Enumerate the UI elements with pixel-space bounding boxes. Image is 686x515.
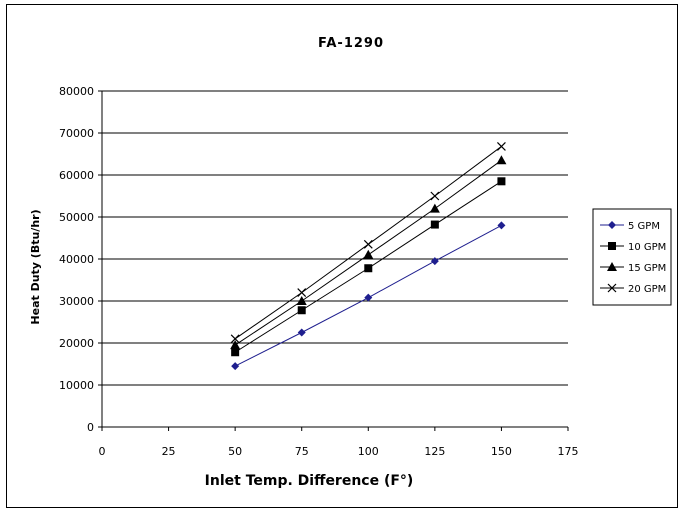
line-chart: FA-1290 0 25 50 75 100 125 150 175 0 10000 20000 3… (29, 36, 672, 489)
chart-title: FA-1290 (318, 36, 384, 51)
legend-label: 10 GPM (628, 242, 666, 253)
series-point (497, 142, 506, 151)
y-tick-label: 50000 (59, 211, 94, 224)
legend-marker (607, 283, 617, 293)
y-tick-label: 80000 (59, 85, 94, 98)
y-tick-label: 0 (87, 421, 94, 434)
y-tick-label: 40000 (59, 253, 94, 266)
legend-label: 5 GPM (628, 221, 660, 232)
series-point (363, 249, 374, 259)
x-tick-label: 50 (228, 445, 242, 458)
legend-marker (608, 242, 616, 250)
legend: 5 GPM 10 GPM 15 GPM 20 GPM (592, 208, 672, 306)
series-point (297, 288, 307, 298)
x-tick-label: 125 (424, 445, 445, 458)
x-tick-label: 100 (358, 445, 379, 458)
plot-series (230, 142, 507, 371)
series-point (364, 264, 373, 273)
series-point (297, 328, 306, 337)
x-tick-label: 25 (162, 445, 176, 458)
y-axis-ticks: 0 10000 20000 30000 40000 50000 60000 70000 8000… (59, 85, 102, 434)
x-tick-label: 75 (295, 445, 309, 458)
x-tick-label: 175 (558, 445, 579, 458)
y-tick-label: 70000 (59, 127, 94, 140)
series-point (497, 177, 506, 186)
series-point (230, 340, 241, 350)
x-axis-title: Inlet Temp. Difference (F°) (205, 473, 414, 489)
series-point (497, 221, 506, 230)
series-point (429, 203, 440, 213)
legend-marker (608, 221, 616, 229)
x-tick-label: 150 (491, 445, 512, 458)
series-point (231, 362, 240, 371)
x-tick-label: 0 (99, 445, 106, 458)
y-tick-label: 30000 (59, 295, 94, 308)
series-point (230, 334, 240, 344)
chart-frame: FA-1290 0 25 50 75 100 125 150 175 0 10000 20000 3… (6, 4, 678, 508)
y-axis-title: Heat Duty (Btu/hr) (29, 209, 42, 324)
legend-label: 15 GPM (628, 263, 666, 274)
series-point (364, 293, 373, 302)
y-tick-label: 20000 (59, 337, 94, 350)
series-point (363, 239, 373, 249)
series-point (231, 348, 240, 357)
y-tick-label: 60000 (59, 169, 94, 182)
series-point (496, 155, 507, 165)
legend-marker (607, 262, 617, 271)
series-point (430, 257, 439, 266)
series-point (430, 220, 439, 229)
y-tick-label: 10000 (59, 379, 94, 392)
series-point (430, 191, 440, 201)
series-point (297, 306, 306, 315)
grid-lines (102, 90, 568, 386)
x-axis-ticks: 0 25 50 75 100 125 150 175 (99, 427, 579, 458)
series-point (296, 296, 307, 305)
legend-label: 20 GPM (628, 284, 666, 295)
